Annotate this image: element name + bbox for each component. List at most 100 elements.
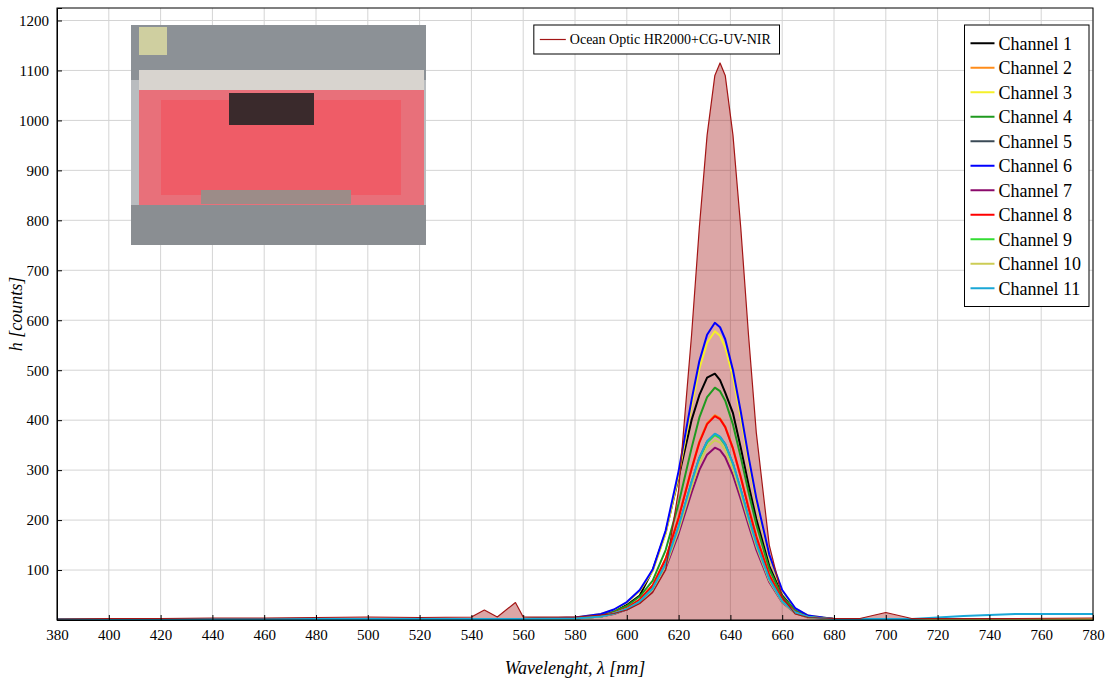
x-axis-line <box>58 615 1094 621</box>
y-tick-label: 600 <box>27 313 50 329</box>
series-line <box>57 416 1093 619</box>
legend-label: Channel 8 <box>999 205 1073 225</box>
x-tick-label: 660 <box>771 627 794 643</box>
y-tick-mark <box>57 570 62 571</box>
x-tick-label: 460 <box>253 627 276 643</box>
series-line <box>57 435 1093 619</box>
legend-swatch <box>540 39 566 40</box>
legend-swatch <box>971 287 995 289</box>
x-tick-label: 440 <box>202 627 225 643</box>
series-line <box>57 415 1093 619</box>
photo-table <box>131 205 426 245</box>
y-grid-line <box>57 470 1093 471</box>
x-tick-mark <box>471 615 472 620</box>
x-tick: 540 <box>461 615 484 643</box>
x-tick-label: 620 <box>668 627 691 643</box>
x-grid-line <box>108 8 109 620</box>
x-tick-label: 420 <box>150 627 173 643</box>
series-area <box>57 63 1093 620</box>
series-line <box>57 388 1093 619</box>
y-grid-line <box>57 520 1093 521</box>
y-tick-label: 500 <box>27 363 50 379</box>
x-tick: 520 <box>409 615 432 643</box>
y-tick-mark <box>57 370 62 371</box>
x-tick-mark <box>212 615 213 620</box>
x-tick-label: 700 <box>875 627 898 643</box>
x-grid-line <box>885 8 886 620</box>
x-grid-line <box>834 8 835 620</box>
y-grid-line <box>57 20 1093 21</box>
series-line <box>57 448 1093 620</box>
x-tick-mark <box>627 615 628 620</box>
y-tick-label: 1100 <box>20 63 49 79</box>
y-tick: 700 <box>27 263 63 279</box>
y-tick: 300 <box>27 462 63 478</box>
photo-stand <box>201 190 351 204</box>
legend-label: Channel 9 <box>999 230 1073 250</box>
x-tick-label: 760 <box>1030 627 1053 643</box>
y-grid-line <box>57 370 1093 371</box>
legend-label: Channel 2 <box>999 58 1073 78</box>
legend-label: Channel 7 <box>999 181 1073 201</box>
x-tick-mark <box>316 615 317 620</box>
x-tick-mark <box>834 615 835 620</box>
y-axis-line <box>58 9 63 621</box>
x-tick-mark <box>730 615 731 620</box>
series-line <box>57 331 1093 619</box>
x-tick-label: 500 <box>357 627 380 643</box>
y-tick-label: 400 <box>27 412 50 428</box>
y-tick-mark <box>57 520 62 521</box>
y-tick-mark <box>57 320 62 321</box>
y-tick-label: 300 <box>27 462 50 478</box>
x-tick-mark <box>886 615 887 620</box>
legend-reference: Ocean Optic HR2000+CG-UV-NIR <box>534 25 780 54</box>
y-tick-label: 900 <box>27 163 50 179</box>
legend-box <box>534 25 780 54</box>
x-tick: 760 <box>1030 615 1053 643</box>
x-tick-label: 400 <box>98 627 121 643</box>
legend-label: Channel 11 <box>999 279 1081 299</box>
photo-note <box>139 27 167 55</box>
legend-swatch <box>971 91 995 93</box>
legend-channels: Channel 1Channel 2Channel 3Channel 4Chan… <box>965 25 1090 307</box>
photo-background <box>131 25 426 245</box>
legend-swatch <box>971 165 995 167</box>
y-tick-label: 1200 <box>19 13 49 29</box>
x-tick: 620 <box>668 615 691 643</box>
y-tick-label: 100 <box>27 562 50 578</box>
photo-box-glow <box>139 90 424 205</box>
legend-label: Channel 3 <box>999 83 1073 103</box>
photo-window <box>229 93 314 125</box>
y-grid-line <box>57 420 1093 421</box>
y-tick: 1100 <box>20 63 62 79</box>
plot-background <box>57 8 1093 620</box>
series-line <box>57 440 1093 619</box>
y-tick-mark <box>57 420 62 421</box>
x-tick: 640 <box>720 615 743 643</box>
y-tick-mark <box>57 170 62 171</box>
x-tick-label: 780 <box>1082 627 1105 643</box>
x-tick: 420 <box>150 615 173 643</box>
legend-swatch <box>971 238 995 240</box>
y-tick-mark <box>57 470 62 471</box>
x-grid-line <box>782 8 783 620</box>
x-tick: 500 <box>357 615 380 643</box>
inset-photo <box>131 25 426 245</box>
y-grid-line <box>57 270 1093 271</box>
x-tick: 780 <box>1082 615 1105 643</box>
legend-swatch <box>971 140 995 142</box>
series-line <box>57 434 1093 619</box>
legend-label: Channel 1 <box>999 34 1073 54</box>
x-tick: 660 <box>771 615 794 643</box>
y-tick-mark <box>57 220 62 221</box>
x-tick-label: 380 <box>46 627 69 643</box>
y-tick: 1000 <box>19 113 62 129</box>
y-tick-label: 700 <box>27 263 50 279</box>
x-tick: 400 <box>98 615 121 643</box>
x-tick-label: 540 <box>461 627 484 643</box>
x-grid-line <box>626 8 627 620</box>
y-tick: 1200 <box>19 13 62 29</box>
x-tick-label: 680 <box>823 627 846 643</box>
x-tick-label: 480 <box>305 627 328 643</box>
x-tick-mark <box>1041 615 1042 620</box>
